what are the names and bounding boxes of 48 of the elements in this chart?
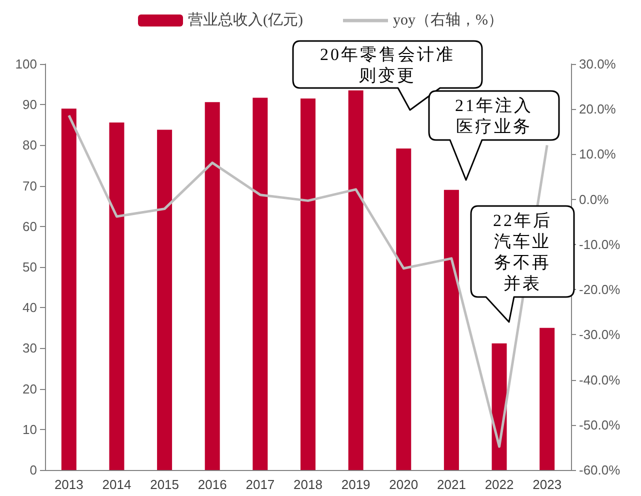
bar [348,90,364,470]
x-tick-label: 2019 [341,477,370,492]
y2-tick-label: -50.0% [579,417,621,432]
y-tick-label: 80 [22,138,37,153]
x-tick-label: 2020 [389,477,418,492]
x-tick-label: 2014 [102,477,132,492]
y-tick-label: 20 [22,381,37,396]
y2-tick-label: -30.0% [579,327,621,342]
legend-label: 营业总收入(亿元) [188,12,304,28]
bar [540,328,555,470]
bar [109,122,124,470]
y2-tick-label: 10.0% [579,146,616,162]
bar [157,130,172,470]
y-tick-label: 70 [22,178,37,194]
x-tick-label: 2015 [150,477,180,492]
y2-tick-label: -10.0% [579,236,621,252]
annotation: 20年零售会计准则变更 [320,44,455,86]
y-tick-label: 100 [15,56,37,72]
y2-tick-label: 20.0% [579,102,616,117]
annotation: 22年后汽车业务不再并表 [492,210,553,294]
y-tick-label: 30 [22,340,37,356]
y-tick-label: 90 [22,97,37,112]
x-tick-label: 2022 [484,477,514,492]
x-tick-label: 2016 [198,477,227,492]
y-tick-label: 40 [22,300,37,316]
x-tick-label: 2021 [436,477,466,492]
annotation: 21年注入医疗业务 [454,95,534,137]
y-tick-label: 50 [22,260,37,274]
x-tick-label: 2023 [532,477,562,492]
y-tick-label: 0 [30,462,37,478]
line-series [68,114,548,448]
y-tick-label: 60 [22,218,37,234]
y-tick-label: 10 [22,422,37,437]
x-tick-label: 2013 [54,477,84,492]
y2-tick-label: -60.0% [579,462,621,478]
y2-tick-label: -20.0% [579,282,621,298]
bar [396,148,412,470]
bar [204,102,220,470]
y2-tick-label: 0.0% [579,192,610,207]
bar [300,98,316,470]
bar [61,108,76,470]
x-tick-label: 2018 [294,477,322,492]
x-tick-label: 2017 [246,477,275,492]
legend-label: yoy（右轴，%） [393,12,503,28]
bar [252,98,268,470]
y2-tick-label: -40.0% [579,372,621,388]
y2-tick-label: 30.0% [579,56,616,72]
bar [444,190,459,470]
